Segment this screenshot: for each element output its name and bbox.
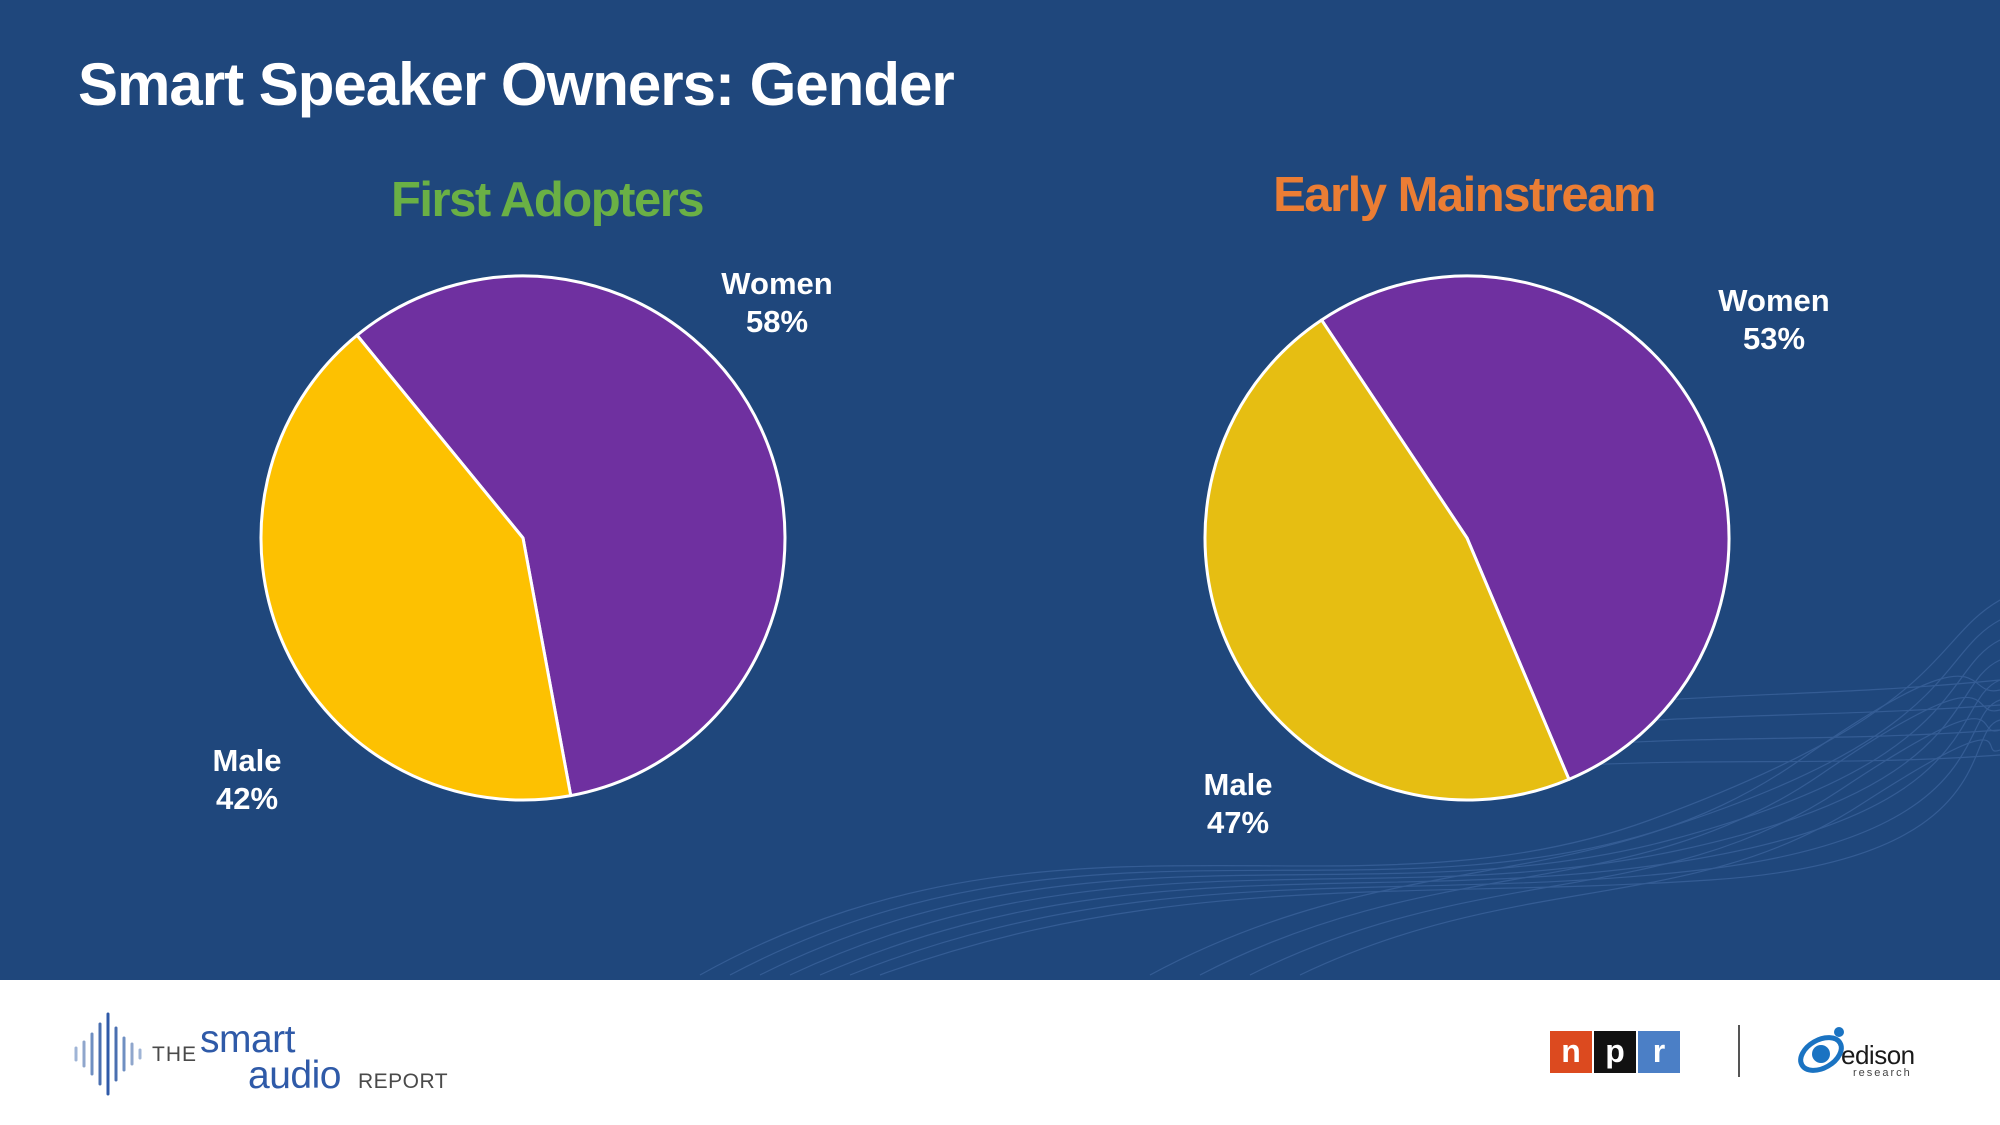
pie-charts — [259, 274, 1731, 802]
smart-audio-report-logo: THE smart audio REPORT — [72, 1010, 452, 1100]
first-adopters-title: First Adopters — [390, 173, 705, 227]
male-label-name: Male — [1203, 767, 1273, 802]
women-label-value: 53% — [1742, 321, 1806, 356]
women-label-name: Women — [1718, 283, 1830, 318]
early-mainstream-title: Early Mainstream — [1273, 168, 1656, 222]
npr-logo: n p r — [1550, 1031, 1682, 1073]
first-adopters-women-slice — [355, 274, 787, 798]
brand-the: THE — [152, 1043, 197, 1066]
male-label-value: 47% — [1206, 805, 1270, 840]
logo-divider — [1738, 1025, 1740, 1077]
edison-sub: research — [1853, 1067, 1912, 1079]
women-label-value: 58% — [745, 304, 809, 339]
early-mainstream-women-slice — [1320, 274, 1731, 781]
edison-research-logo: edison research — [1795, 1020, 1935, 1085]
early-mainstream-male-slice — [1203, 318, 1571, 802]
women-label-name: Women — [721, 266, 833, 301]
edison-orbit-icon — [1798, 1027, 1844, 1073]
male-label-value: 42% — [215, 781, 279, 816]
early-mainstream-male-label: Male 47% — [1204, 766, 1273, 842]
soundwave-icon — [74, 1012, 142, 1096]
npr-letter-p: p — [1594, 1031, 1636, 1073]
slide-background: Smart Speaker Owners: Gender First Adopt… — [0, 0, 2000, 980]
first-adopters-male-slice — [259, 333, 573, 802]
first-adopters-male-label: Male 42% — [213, 742, 282, 818]
edison-name: edison — [1841, 1040, 1915, 1070]
male-label-name: Male — [212, 743, 282, 778]
npr-letter-r: r — [1638, 1031, 1680, 1073]
page-title: Smart Speaker Owners: Gender — [78, 51, 955, 118]
brand-report: REPORT — [358, 1070, 449, 1093]
npr-letter-n: n — [1550, 1031, 1592, 1073]
early-mainstream-women-label: Women 53% — [1718, 282, 1829, 358]
first-adopters-women-label: Women 58% — [721, 265, 832, 341]
brand-smart: smart — [200, 1018, 296, 1061]
brand-audio: audio — [248, 1054, 341, 1097]
